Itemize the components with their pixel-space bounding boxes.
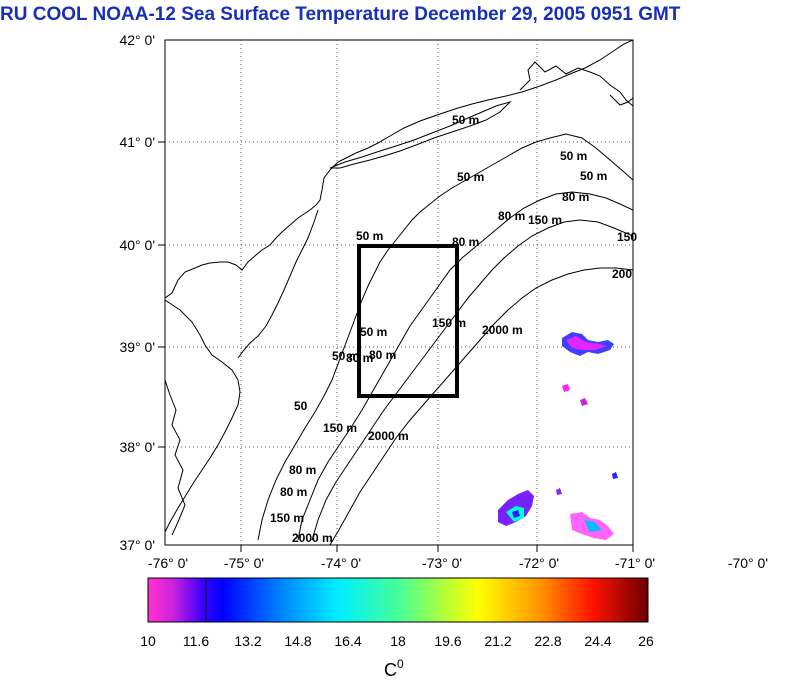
colorbar-tick-label: 11.6 xyxy=(183,633,209,649)
cape-cod xyxy=(609,94,633,106)
contour-label: 50 m xyxy=(332,349,359,363)
colorbar xyxy=(147,577,649,623)
contour-label: 150 m xyxy=(323,421,357,435)
lon-label: -72° 0' xyxy=(519,555,559,571)
contour-label: 150 m xyxy=(528,213,562,227)
map-title: RU COOL NOAA-12 Sea Surface Temperature … xyxy=(0,4,681,25)
colorbar-tick-label: 21.2 xyxy=(484,633,511,649)
colorbar-tick-label: 26 xyxy=(638,633,654,649)
new-england-coast xyxy=(519,61,633,107)
contour-label: 50 m xyxy=(457,170,484,184)
colorbar-unit: C0 xyxy=(384,657,404,680)
contour-label: 50 m xyxy=(580,169,607,183)
lon-label: -73° 0' xyxy=(422,555,462,571)
colorbar-tick-label: 14.8 xyxy=(284,633,311,649)
lat-label: 37° 0' xyxy=(119,537,155,553)
lon-label: -71° 0' xyxy=(615,555,655,571)
colorbar-tick-label: 19.6 xyxy=(434,633,461,649)
isobath-2000m xyxy=(329,267,633,545)
chesapeake xyxy=(165,379,186,536)
delmarva-coast xyxy=(165,299,241,533)
colorbar-tick-label: 10 xyxy=(140,633,156,649)
isobath-150m xyxy=(311,219,633,541)
contour-labels: 50 m 50 m 50 m 80 m 80 m 80 m 150 200 50… xyxy=(270,113,637,545)
colorbar-unit-superscript: 0 xyxy=(397,657,404,671)
colorbar-tick-label: 16.4 xyxy=(334,633,361,649)
contour-label: 80 m xyxy=(369,348,396,362)
colorbar-unit-base: C xyxy=(384,660,397,680)
contour-label: 2000 m xyxy=(292,531,333,545)
map-ticks xyxy=(158,141,634,552)
contour-label: 80 m xyxy=(452,235,479,249)
lat-label: 39° 0' xyxy=(119,339,155,355)
contour-label: 80 m xyxy=(562,190,589,204)
isobath-80m xyxy=(297,191,633,541)
lat-label: 41° 0' xyxy=(119,134,155,150)
isobath-50m xyxy=(257,133,633,541)
coastline xyxy=(165,40,633,299)
contour-label: 50 m xyxy=(356,229,383,243)
contour-label: 80 m xyxy=(498,209,525,223)
contour-label: 150 m xyxy=(432,316,466,330)
colorbar-tick-label: 24.4 xyxy=(584,633,611,649)
lon-label: -75° 0' xyxy=(224,555,264,571)
lat-label: 42° 0' xyxy=(119,32,155,48)
contour-label: 200 xyxy=(612,267,632,281)
colorbar-labels: 10 11.6 13.2 14.8 16.4 18 19.6 21.2 22.8… xyxy=(140,633,654,649)
contour-label: 50 m xyxy=(452,113,479,127)
colorbar-tick-label: 18 xyxy=(390,633,406,649)
study-area-box xyxy=(357,244,459,398)
contour-label: 50 m xyxy=(360,325,387,339)
contour-label: 80 m xyxy=(289,463,316,477)
contour-label: 2000 m xyxy=(482,323,523,337)
lon-label: -70° 0' xyxy=(728,555,768,571)
nj-coast xyxy=(237,209,319,359)
latitude-labels: 42° 0' 41° 0' 40° 0' 39° 0' 38° 0' 37° 0… xyxy=(119,32,155,553)
lat-label: 40° 0' xyxy=(119,237,155,253)
contour-label: 150 m xyxy=(270,511,304,525)
contour-label: 50 m xyxy=(560,149,587,163)
map-frame xyxy=(164,39,634,546)
map-grid xyxy=(165,40,633,545)
lon-label: -74° 0' xyxy=(321,555,361,571)
contour-label: 80 m xyxy=(280,485,307,499)
sst-patches xyxy=(498,332,618,540)
contour-label: 2000 m xyxy=(368,429,409,443)
colorbar-tick-label: 13.2 xyxy=(234,633,261,649)
long-island xyxy=(329,100,512,169)
longitude-labels: -76° 0' -75° 0' -74° 0' -73° 0' -72° 0' … xyxy=(148,555,768,571)
colorbar-tick-label: 22.8 xyxy=(534,633,561,649)
contour-label: 80 m xyxy=(346,351,373,365)
lat-label: 38° 0' xyxy=(119,439,155,455)
sst-patch-small xyxy=(562,384,570,392)
contour-label: 150 xyxy=(617,230,637,244)
lon-label: -76° 0' xyxy=(148,555,188,571)
contour-label: 50 xyxy=(294,399,308,413)
